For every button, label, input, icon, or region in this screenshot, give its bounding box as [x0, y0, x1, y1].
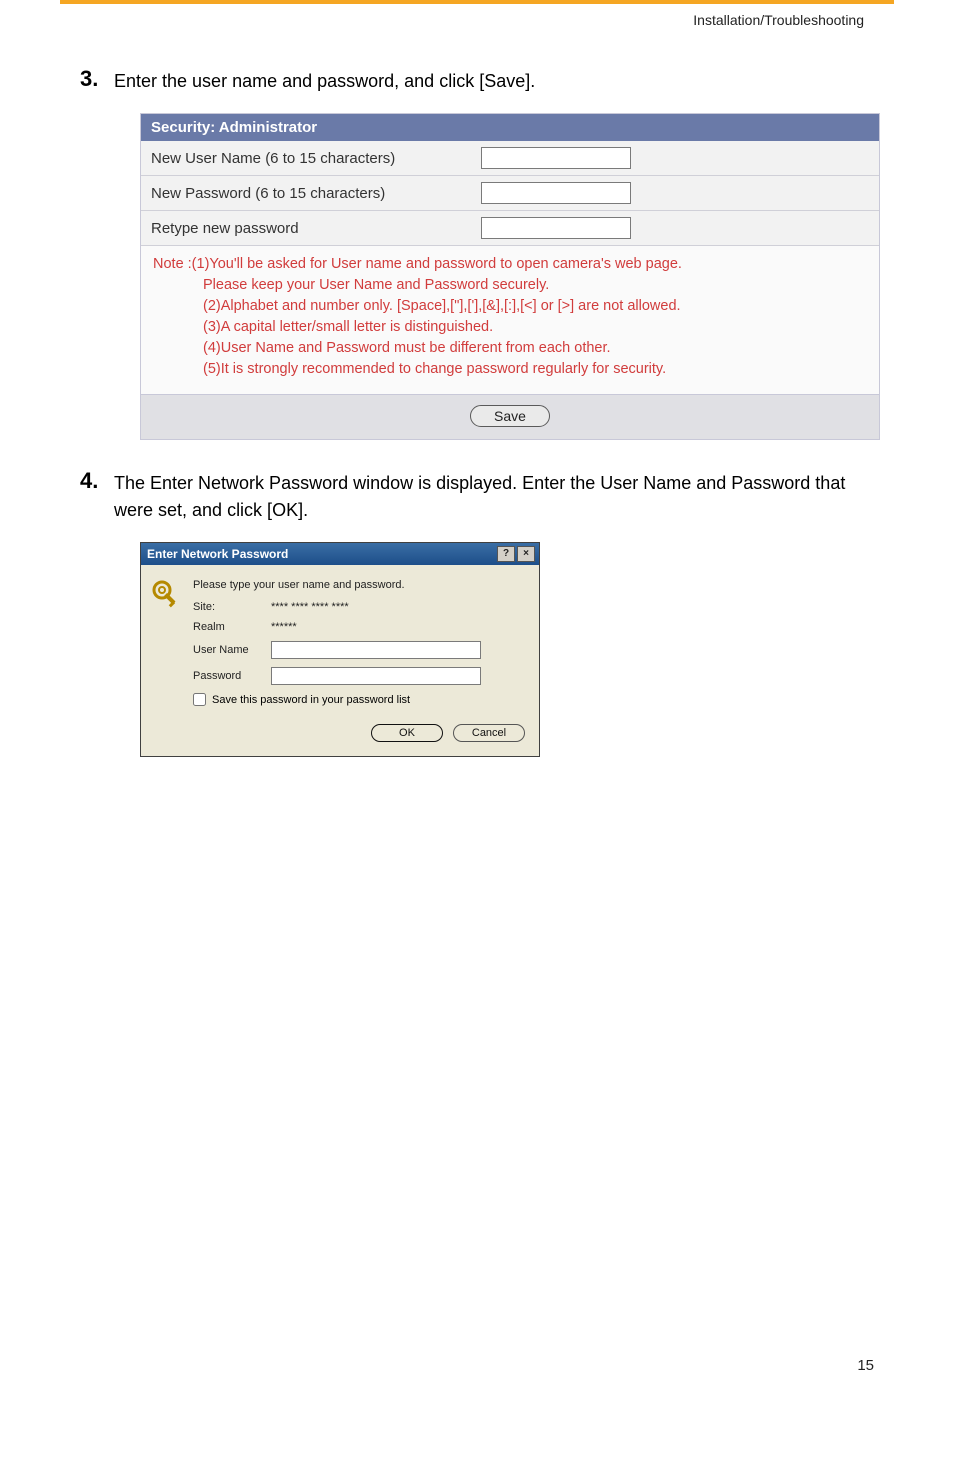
row-site: Site: **** **** **** ****	[193, 601, 525, 613]
step-text: Enter the user name and password, and cl…	[114, 66, 535, 95]
help-icon[interactable]: ?	[497, 546, 515, 562]
note-block: Note :(1)You'll be asked for User name a…	[141, 246, 879, 395]
dialog-lead-text: Please type your user name and password.	[193, 579, 525, 591]
step-text: The Enter Network Password window is dis…	[114, 468, 874, 524]
label-save-password: Save this password in your password list	[212, 694, 410, 706]
input-new-user-name[interactable]	[481, 147, 631, 169]
save-bar: Save	[141, 395, 879, 439]
key-icon	[151, 579, 183, 611]
close-icon[interactable]: ×	[517, 546, 535, 562]
save-button[interactable]: Save	[470, 405, 550, 427]
row-username: User Name	[193, 641, 525, 659]
cancel-button[interactable]: Cancel	[453, 724, 525, 742]
label-new-user-name: New User Name (6 to 15 characters)	[151, 150, 481, 167]
row-new-user-name: New User Name (6 to 15 characters)	[141, 141, 879, 176]
dialog-titlebar: Enter Network Password ? ×	[141, 543, 539, 565]
label-retype-password: Retype new password	[151, 220, 481, 237]
checkbox-save-password[interactable]	[193, 693, 206, 706]
enter-network-password-dialog: Enter Network Password ? × Please type y…	[140, 542, 540, 757]
page-number: 15	[0, 1357, 874, 1374]
label-site: Site:	[193, 601, 271, 613]
row-retype-password: Retype new password	[141, 211, 879, 246]
input-retype-password[interactable]	[481, 217, 631, 239]
ok-button[interactable]: OK	[371, 724, 443, 742]
step-3: 3. Enter the user name and password, and…	[80, 66, 874, 95]
row-realm: Realm ******	[193, 621, 525, 633]
note-line-1: Note :(1)You'll be asked for User name a…	[153, 256, 682, 272]
row-new-password: New Password (6 to 15 characters)	[141, 176, 879, 211]
input-password[interactable]	[271, 667, 481, 685]
step-number: 4.	[80, 468, 114, 494]
row-password: Password	[193, 667, 525, 685]
accent-rule	[60, 0, 894, 4]
label-password: Password	[193, 670, 271, 682]
value-site: **** **** **** ****	[271, 601, 349, 613]
dialog-title-text: Enter Network Password	[147, 547, 288, 561]
input-username[interactable]	[271, 641, 481, 659]
note-line-4: (4)User Name and Password must be differ…	[153, 338, 867, 359]
note-line-2: (2)Alphabet and number only. [Space],["]…	[153, 296, 867, 317]
note-line-3: (3)A capital letter/small letter is dist…	[153, 317, 867, 338]
label-realm: Realm	[193, 621, 271, 633]
value-realm: ******	[271, 621, 297, 633]
row-save-password: Save this password in your password list	[193, 693, 525, 706]
panel-title: Security: Administrator	[141, 114, 879, 141]
security-admin-panel: Security: Administrator New User Name (6…	[140, 113, 880, 440]
section-header: Installation/Troubleshooting	[0, 12, 864, 28]
note-line-1b: Please keep your User Name and Password …	[153, 275, 867, 296]
label-new-password: New Password (6 to 15 characters)	[151, 185, 481, 202]
input-new-password[interactable]	[481, 182, 631, 204]
note-line-5: (5)It is strongly recommended to change …	[153, 359, 867, 380]
label-username: User Name	[193, 644, 271, 656]
step-number: 3.	[80, 66, 114, 92]
step-4: 4. The Enter Network Password window is …	[80, 468, 874, 524]
